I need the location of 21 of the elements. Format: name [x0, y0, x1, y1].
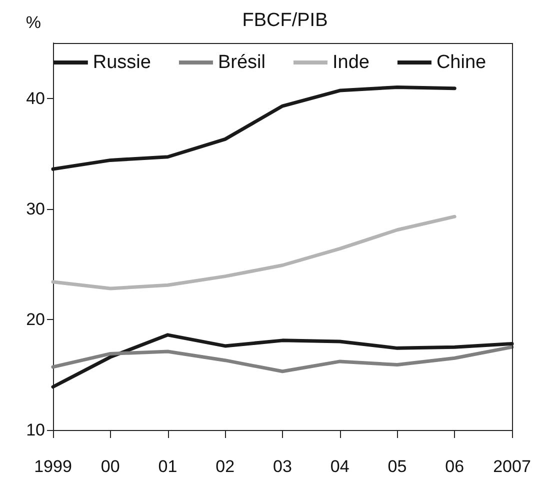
x-tick-label: 04	[330, 457, 350, 476]
x-tick-label: 00	[100, 457, 120, 476]
y-tick-label: 10	[26, 420, 45, 440]
y-tick-label: 40	[26, 88, 45, 108]
x-tick-label: 03	[273, 457, 292, 476]
x-tick-label: 01	[158, 457, 178, 476]
x-tick-label: 1999	[34, 457, 72, 476]
y-tick-label: 30	[26, 199, 45, 218]
y-tick-label: 20	[26, 310, 45, 329]
legend-label: Chine	[436, 52, 486, 73]
legend-label: Russie	[92, 52, 151, 73]
legend-label: Inde	[332, 52, 370, 73]
x-tick-label: 06	[445, 457, 464, 476]
line-series	[51, 214, 456, 290]
legend-label: Brésil	[218, 52, 266, 73]
x-tick-label: 02	[216, 457, 235, 476]
x-tick-label: 2007	[493, 457, 531, 476]
x-tick-label: 05	[388, 457, 407, 476]
line-series	[51, 345, 514, 374]
chart-title: FBCF/PIB	[242, 10, 328, 31]
y-axis-title: %	[26, 13, 41, 32]
